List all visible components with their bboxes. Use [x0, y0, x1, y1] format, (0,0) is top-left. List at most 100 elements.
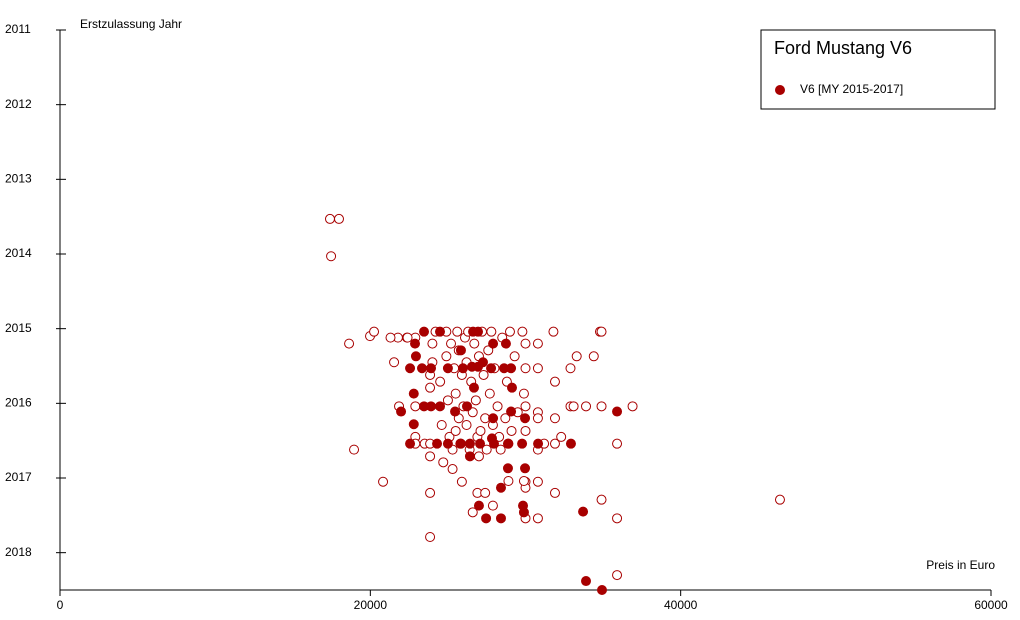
point	[495, 482, 506, 493]
point	[488, 338, 499, 349]
point	[520, 413, 531, 424]
point	[502, 463, 513, 474]
point	[509, 351, 520, 362]
point	[432, 438, 443, 449]
point	[402, 332, 413, 343]
point	[461, 419, 472, 430]
point	[324, 213, 335, 224]
point	[447, 464, 458, 475]
point	[473, 451, 484, 462]
point	[475, 438, 486, 449]
point	[532, 413, 543, 424]
point	[450, 406, 461, 417]
point	[581, 576, 592, 587]
point	[446, 338, 457, 349]
point	[506, 406, 517, 417]
point	[333, 213, 344, 224]
point	[481, 513, 492, 524]
point	[419, 326, 430, 337]
point	[405, 438, 416, 449]
point	[480, 487, 491, 498]
point	[495, 513, 506, 524]
point	[435, 401, 446, 412]
legend: Ford Mustang V6 V6 [MY 2015-2017]	[760, 29, 996, 110]
point	[475, 425, 486, 436]
point	[426, 401, 437, 412]
point	[517, 438, 528, 449]
point	[506, 363, 517, 374]
point	[568, 401, 579, 412]
point	[455, 438, 466, 449]
point	[548, 326, 559, 337]
chart-title: Ford Mustang V6	[774, 38, 912, 58]
point	[427, 338, 438, 349]
point	[565, 363, 576, 374]
point	[450, 425, 461, 436]
point	[520, 463, 531, 474]
point	[425, 531, 436, 542]
point	[517, 326, 528, 337]
point	[425, 451, 436, 462]
legend-label: V6 [MY 2015-2017]	[800, 82, 903, 96]
point	[487, 500, 498, 511]
x-tick-label: 0	[57, 598, 64, 612]
point	[410, 401, 421, 412]
point	[500, 338, 511, 349]
point	[425, 487, 436, 498]
point	[549, 438, 560, 449]
point	[441, 351, 452, 362]
point	[483, 345, 494, 356]
point	[442, 363, 453, 374]
y-tick-label: 2014	[5, 246, 32, 260]
point	[533, 438, 544, 449]
point	[571, 351, 582, 362]
legend-box	[760, 29, 996, 110]
x-tick-label: 40000	[664, 598, 698, 612]
point	[520, 338, 531, 349]
point	[417, 363, 428, 374]
point	[774, 494, 785, 505]
point	[405, 363, 416, 374]
point	[464, 451, 475, 462]
point	[578, 506, 589, 517]
y-tick-label: 2018	[5, 545, 32, 559]
point	[503, 475, 514, 486]
point	[378, 476, 389, 487]
point	[581, 401, 592, 412]
y-tick-label: 2013	[5, 172, 32, 186]
point	[470, 395, 481, 406]
point	[504, 326, 515, 337]
point	[532, 513, 543, 524]
point	[455, 345, 466, 356]
point	[518, 507, 529, 518]
point	[389, 357, 400, 368]
point	[486, 326, 497, 337]
point	[549, 487, 560, 498]
point	[596, 494, 607, 505]
point	[481, 444, 492, 455]
point	[489, 438, 500, 449]
point	[549, 413, 560, 424]
legend-marker	[775, 85, 785, 95]
y-tick-label: 2011	[5, 22, 31, 36]
point	[425, 382, 436, 393]
point	[518, 475, 529, 486]
point	[588, 351, 599, 362]
point	[464, 438, 475, 449]
y-tick-label: 2015	[5, 321, 32, 335]
y-tick-label: 2012	[5, 97, 32, 111]
point	[473, 500, 484, 511]
x-tick-label: 20000	[354, 598, 388, 612]
point	[469, 338, 480, 349]
point	[520, 401, 531, 412]
point	[442, 438, 453, 449]
point	[627, 401, 638, 412]
point	[518, 388, 529, 399]
point	[612, 406, 623, 417]
point	[520, 425, 531, 436]
x-tick-label: 60000	[974, 598, 1008, 612]
point	[488, 413, 499, 424]
point	[468, 382, 479, 393]
point	[556, 431, 567, 442]
point	[473, 326, 484, 337]
